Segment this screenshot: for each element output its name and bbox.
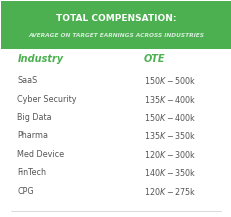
Text: OTE: OTE xyxy=(143,54,164,64)
Text: Industry: Industry xyxy=(17,54,63,64)
Text: $150K - $400k: $150K - $400k xyxy=(143,112,195,123)
Text: SaaS: SaaS xyxy=(17,76,37,85)
Text: CPG: CPG xyxy=(17,187,34,196)
Text: $135K - $350k: $135K - $350k xyxy=(143,130,195,141)
Text: $120K - $275k: $120K - $275k xyxy=(143,186,195,197)
Text: TOTAL COMPENSATION:: TOTAL COMPENSATION: xyxy=(55,14,176,23)
Text: $135K - $400k: $135K - $400k xyxy=(143,94,195,105)
Text: Big Data: Big Data xyxy=(17,113,52,122)
Text: Cyber Security: Cyber Security xyxy=(17,95,77,104)
Text: AVERAGE ON TARGET EARNINGS ACROSS INDUSTRIES: AVERAGE ON TARGET EARNINGS ACROSS INDUST… xyxy=(28,33,203,38)
FancyBboxPatch shape xyxy=(1,1,230,49)
Text: $150K - $500k: $150K - $500k xyxy=(143,75,195,86)
Text: Med Device: Med Device xyxy=(17,150,64,159)
Text: $120K - $300k: $120K - $300k xyxy=(143,149,195,160)
Text: Pharma: Pharma xyxy=(17,132,48,140)
Text: $140K - $350k: $140K - $350k xyxy=(143,167,195,178)
Text: FinTech: FinTech xyxy=(17,168,46,177)
